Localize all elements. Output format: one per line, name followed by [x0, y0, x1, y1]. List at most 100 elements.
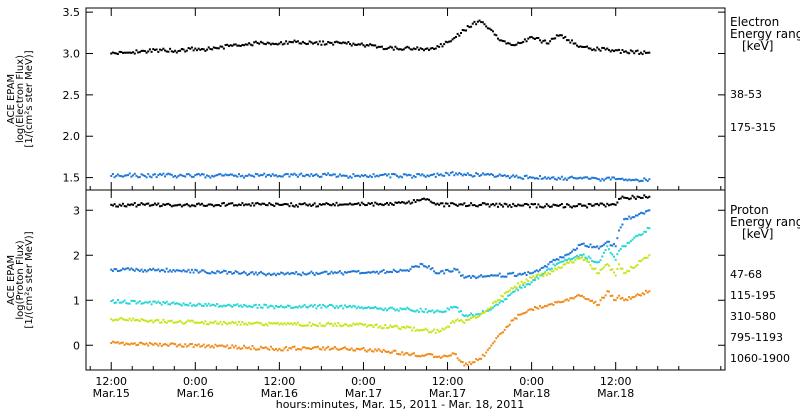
proton-point: [325, 202, 328, 205]
electron-point: [190, 175, 193, 178]
proton-point: [397, 309, 400, 312]
proton-point: [128, 343, 131, 346]
electron-point: [259, 174, 262, 177]
proton-point: [189, 320, 192, 323]
proton-point: [290, 272, 293, 275]
electron-point: [313, 41, 316, 44]
proton-point: [463, 315, 466, 317]
x-tick-time-label: 0:00: [183, 375, 208, 388]
proton-point: [614, 245, 617, 248]
electron-point: [448, 40, 451, 43]
electron-point: [604, 177, 607, 180]
proton-point: [397, 270, 400, 273]
proton-point: [256, 348, 259, 351]
proton-point: [328, 203, 331, 206]
proton-point: [332, 272, 335, 275]
proton-point: [399, 201, 402, 204]
proton-point: [607, 290, 610, 293]
proton-point: [495, 300, 498, 303]
proton-point: [343, 271, 346, 274]
electron-point: [414, 48, 417, 51]
proton-point: [592, 245, 595, 248]
proton-point: [579, 243, 582, 246]
proton-point: [281, 203, 284, 206]
proton-point: [184, 203, 187, 206]
proton-point: [574, 295, 577, 298]
proton-point: [158, 321, 161, 324]
electron-point: [443, 174, 446, 177]
proton-point: [298, 348, 301, 351]
electron-point: [322, 173, 325, 176]
proton-point: [449, 322, 452, 325]
proton-point: [155, 203, 158, 206]
electron-point: [483, 173, 486, 176]
proton-point: [380, 308, 383, 311]
proton-point: [470, 363, 473, 366]
proton-point: [644, 196, 647, 199]
proton-point: [172, 204, 175, 207]
proton-point: [121, 300, 124, 303]
proton-point: [217, 322, 220, 325]
proton-point: [456, 318, 459, 321]
proton-point: [234, 344, 237, 347]
proton-point: [128, 302, 131, 305]
proton-point: [377, 307, 380, 310]
proton-point: [199, 303, 202, 306]
proton-point: [199, 270, 202, 273]
electron-point: [416, 173, 419, 176]
proton-point: [493, 340, 496, 343]
electron-point: [609, 178, 612, 181]
proton-point: [241, 271, 244, 274]
proton-point: [276, 272, 279, 275]
electron-point: [211, 48, 214, 51]
proton-point: [513, 317, 516, 320]
proton-point: [239, 304, 242, 307]
electron-point: [354, 175, 357, 178]
proton-point: [417, 310, 420, 313]
proton-point: [370, 324, 373, 327]
electron-point: [581, 45, 584, 48]
electron-point: [557, 34, 560, 37]
proton-point: [295, 204, 298, 207]
proton-point: [557, 262, 560, 265]
proton-point: [340, 304, 343, 307]
electron-point: [449, 40, 452, 43]
proton-point: [152, 343, 155, 346]
proton-point: [444, 310, 447, 313]
electron-point: [525, 40, 528, 43]
proton-point: [285, 272, 288, 275]
proton-point: [224, 270, 227, 273]
proton-point: [523, 271, 526, 274]
proton-point: [646, 209, 649, 212]
electron-point: [607, 176, 610, 179]
proton-point: [296, 205, 299, 208]
electron-point: [375, 46, 378, 49]
proton-point: [165, 267, 168, 270]
electron-point: [528, 176, 531, 179]
proton-point: [369, 202, 372, 205]
proton-point: [379, 349, 382, 352]
proton-point: [111, 204, 114, 207]
electron-point: [135, 49, 138, 52]
proton-point: [581, 256, 584, 259]
proton-point: [601, 255, 604, 258]
proton-point: [125, 342, 128, 345]
proton-point: [204, 204, 207, 207]
x-tick-date-label: Mar.16: [177, 387, 214, 400]
proton-point: [253, 322, 256, 325]
proton-point: [217, 203, 220, 206]
electron-point: [206, 48, 209, 51]
proton-point: [528, 308, 531, 311]
electron-point: [359, 43, 362, 46]
proton-point: [384, 272, 387, 275]
proton-legend-entry: 115-195: [730, 289, 776, 302]
electron-point: [396, 47, 399, 50]
proton-point: [350, 203, 353, 206]
proton-point: [530, 308, 533, 311]
electron-point: [503, 174, 506, 177]
proton-point: [190, 268, 193, 271]
proton-point: [517, 313, 520, 316]
proton-point: [150, 268, 153, 271]
proton-point: [338, 203, 341, 206]
proton-point: [355, 307, 358, 310]
